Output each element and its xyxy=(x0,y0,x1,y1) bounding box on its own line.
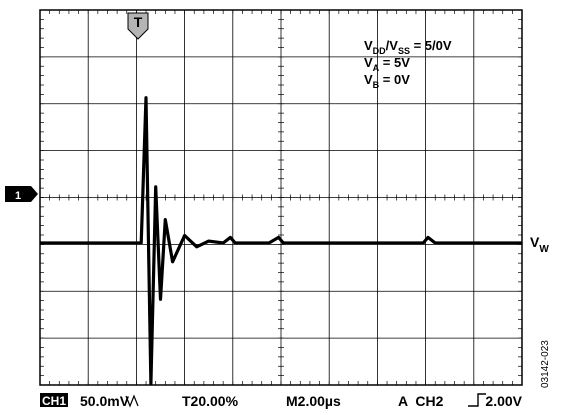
trace-group xyxy=(40,96,522,386)
trace-point xyxy=(154,185,157,188)
trace-label: VW xyxy=(530,234,549,255)
signal-trace xyxy=(40,96,522,386)
trigger-readout: A CH2 xyxy=(398,393,444,409)
channel-marker-label: 1 xyxy=(15,190,21,202)
trace-point xyxy=(207,240,210,242)
condition-line: VA = 5V xyxy=(364,55,410,73)
trigger-marker: T xyxy=(127,12,149,40)
trace-point xyxy=(229,236,232,239)
condition-line: VB = 0V xyxy=(364,72,410,90)
channel-badge-label: CH1 xyxy=(42,394,66,408)
rising-edge-icon xyxy=(468,393,486,407)
trace-point xyxy=(159,298,162,301)
channel-badge xyxy=(40,393,68,407)
trace-label-sub: W xyxy=(539,244,549,255)
scale-readout: 50.0mV xyxy=(80,393,130,409)
bandwidth-limit-icon xyxy=(125,394,139,408)
trace-point xyxy=(145,96,147,99)
trace-point xyxy=(150,382,152,385)
timebase-readout: M2.00µs xyxy=(286,393,341,409)
trace-point xyxy=(277,236,280,239)
trace-point xyxy=(427,236,429,239)
channel-marker: 1 xyxy=(5,186,38,202)
trace-point xyxy=(195,245,198,248)
trace-point xyxy=(183,234,186,237)
trigger-level-readout: 2.00V xyxy=(485,393,522,409)
trace-point xyxy=(171,260,174,263)
figure-id: 03142-023 xyxy=(540,340,551,388)
trace-label-main: V xyxy=(530,234,540,250)
trace-point xyxy=(164,218,167,221)
scope-readout: CH1 50.0mV T20.00% M2.00µs A CH2 2.00V xyxy=(40,393,523,409)
trigger-marker-label: T xyxy=(134,14,143,30)
graticule xyxy=(39,9,523,386)
trigger-position-readout: T20.00% xyxy=(182,393,239,409)
condition-line: VDD/VSS = 5/0V xyxy=(364,38,452,56)
